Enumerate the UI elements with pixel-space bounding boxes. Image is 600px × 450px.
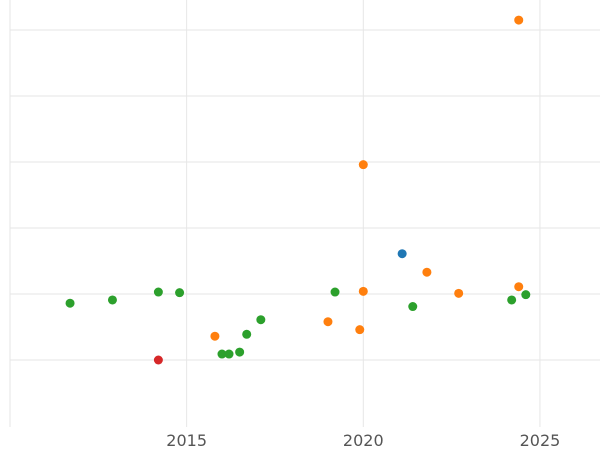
y-gridlines (10, 29, 600, 361)
data-point (330, 287, 340, 297)
data-point (323, 317, 333, 327)
x-tick-label: 2020 (343, 431, 384, 450)
x-tick-label: 2025 (520, 431, 561, 450)
data-point (217, 349, 227, 359)
data-point (408, 302, 418, 312)
data-point (358, 286, 368, 296)
data-point (242, 329, 252, 339)
x-gridlines (9, 0, 541, 427)
data-point (521, 290, 531, 300)
data-point (153, 287, 163, 297)
data-point (514, 15, 524, 25)
data-point (454, 288, 464, 298)
data-points (65, 15, 531, 365)
data-point (422, 267, 432, 277)
data-point (235, 347, 245, 357)
data-point (210, 331, 220, 341)
data-point (507, 295, 517, 305)
data-point (107, 295, 117, 305)
x-tick-label: 2015 (166, 431, 207, 450)
data-point (175, 288, 185, 298)
data-point (65, 298, 75, 308)
data-point (153, 355, 163, 365)
data-point (256, 315, 266, 325)
data-point (358, 160, 368, 170)
data-point (355, 325, 365, 335)
data-point (514, 282, 524, 292)
data-point (397, 249, 407, 259)
data-point (224, 349, 234, 359)
x-tick-labels: 2015 2020 2025 (166, 431, 560, 450)
